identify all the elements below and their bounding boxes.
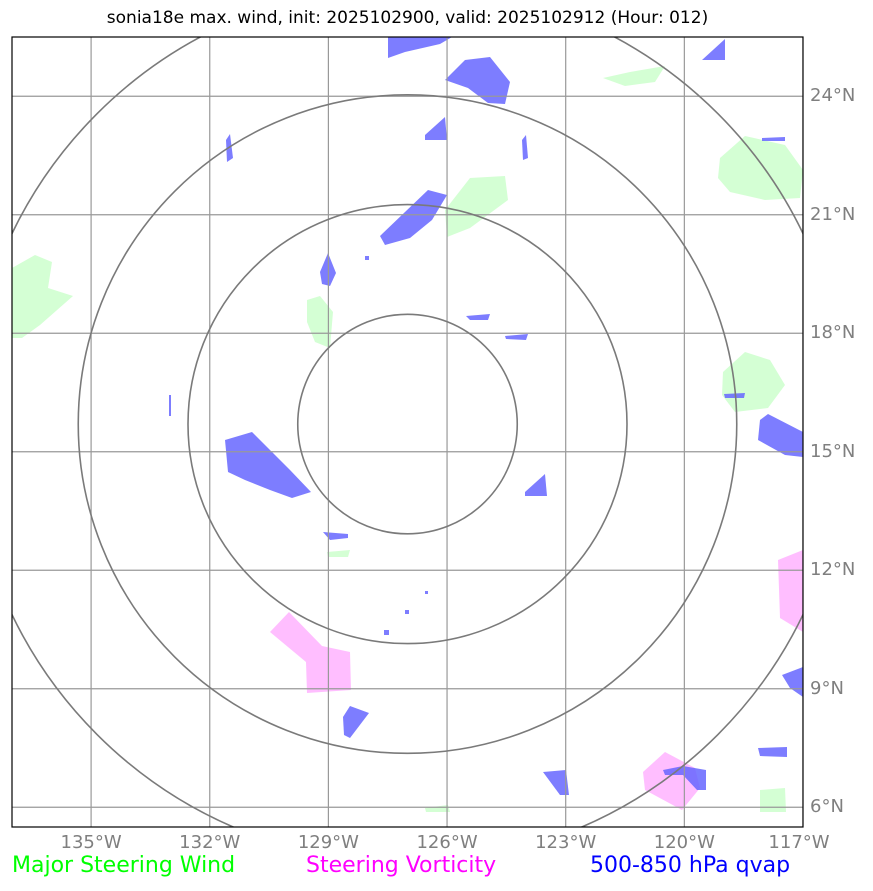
qvap-areas	[169, 37, 803, 795]
latitude-label: 21°N	[810, 203, 856, 225]
qvap-area	[380, 190, 447, 245]
qvap-area	[343, 706, 369, 738]
latitude-label: 18°N	[810, 322, 856, 344]
vorticity-area	[270, 612, 351, 693]
longitude-label: 129°W	[297, 832, 359, 853]
qvap-area	[525, 474, 547, 496]
range-ring	[296, 313, 519, 535]
legend-steering-vorticity: Steering Vorticity	[306, 853, 497, 878]
longitude-label: 132°W	[179, 832, 241, 853]
qvap-area	[365, 256, 369, 260]
longitude-label: 120°W	[653, 832, 715, 853]
wind-area	[445, 176, 508, 237]
qvap-area	[425, 591, 428, 594]
qvap-area	[405, 610, 409, 614]
qvap-area	[384, 630, 389, 635]
qvap-area	[702, 39, 725, 60]
range-ring	[187, 203, 628, 645]
qvap-area	[663, 766, 706, 790]
qvap-area	[762, 137, 785, 141]
latitude-label: 12°N	[810, 559, 856, 581]
wind-area	[760, 788, 786, 812]
wind-area	[327, 550, 350, 557]
longitude-label: 123°W	[535, 832, 597, 853]
qvap-area	[425, 117, 447, 140]
latitude-label: 15°N	[810, 440, 856, 462]
longitude-label: 126°W	[416, 832, 478, 853]
qvap-area	[522, 135, 528, 160]
qvap-area	[225, 432, 311, 498]
latitude-label: 9°N	[810, 677, 844, 699]
wind-area	[603, 66, 665, 86]
qvap-area	[505, 334, 528, 340]
range-ring	[77, 94, 738, 755]
map-title: sonia18e max. wind, init: 2025102900, va…	[106, 8, 709, 28]
wind-area	[718, 136, 803, 200]
wind-area	[307, 296, 333, 348]
range-rings	[12, 37, 803, 827]
latitude-label: 24°N	[810, 85, 856, 107]
qvap-area	[226, 134, 233, 162]
longitude-label: 135°W	[60, 832, 122, 853]
qvap-area	[782, 667, 803, 697]
latitude-label: 6°N	[810, 796, 844, 818]
legend-qvap: 500-850 hPa qvap	[590, 853, 791, 878]
map-background	[12, 37, 803, 827]
qvap-area	[724, 393, 745, 398]
qvap-area	[758, 414, 803, 457]
longitude-label: 117°W	[768, 832, 830, 853]
wind-area	[12, 255, 73, 338]
qvap-area	[543, 770, 569, 795]
qvap-area	[445, 57, 510, 104]
legend-steering-wind: Major Steering Wind	[12, 853, 236, 878]
graticule	[12, 37, 803, 827]
qvap-area	[466, 314, 490, 320]
qvap-area	[388, 37, 452, 58]
map-frame	[11, 36, 804, 828]
qvap-area	[169, 395, 171, 416]
qvap-area	[323, 532, 348, 540]
qvap-area	[758, 747, 787, 757]
